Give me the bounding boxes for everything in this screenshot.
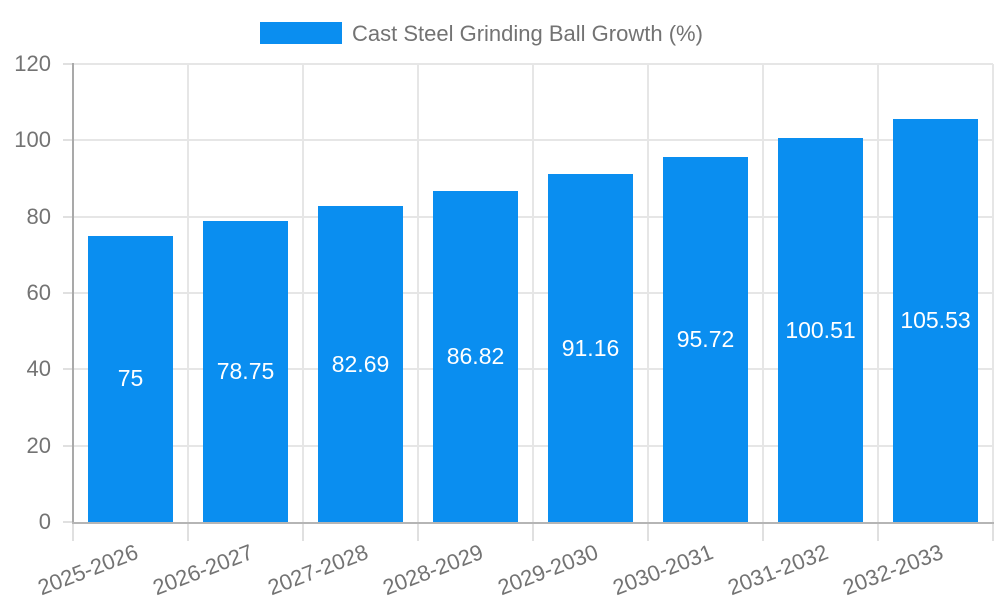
y-axis-tick bbox=[63, 521, 73, 523]
y-axis-tick bbox=[63, 139, 73, 142]
y-axis-tick-label: 20 bbox=[26, 432, 51, 458]
x-axis-tick bbox=[877, 524, 879, 541]
bar-value-label: 105.53 bbox=[900, 307, 971, 334]
v-gridline bbox=[992, 64, 994, 522]
y-axis-tick-label: 60 bbox=[26, 280, 51, 305]
v-gridline bbox=[647, 64, 649, 522]
bar-value-label: 75 bbox=[117, 365, 144, 392]
bar[interactable]: 78.75 bbox=[203, 221, 288, 522]
x-axis-line bbox=[72, 522, 994, 524]
bar[interactable]: 105.53 bbox=[893, 119, 978, 522]
x-axis-category-label: 2028-2029 bbox=[379, 539, 487, 600]
v-gridline bbox=[302, 64, 304, 522]
v-gridline bbox=[762, 64, 764, 522]
x-axis-category-label: 2027-2028 bbox=[264, 539, 372, 600]
bar-value-label: 78.75 bbox=[216, 358, 275, 385]
v-gridline bbox=[532, 64, 534, 522]
y-axis-tick-label: 40 bbox=[26, 356, 51, 382]
v-gridline bbox=[417, 64, 419, 522]
x-axis-tick bbox=[762, 524, 764, 541]
bar[interactable]: 86.82 bbox=[433, 190, 518, 522]
bar[interactable]: 100.51 bbox=[778, 138, 863, 522]
x-axis-category-label: 2031-2032 bbox=[724, 539, 832, 600]
bar[interactable]: 82.69 bbox=[318, 206, 403, 522]
y-axis-tick bbox=[63, 368, 73, 371]
bar-value-label: 91.16 bbox=[561, 334, 620, 361]
bar-value-label: 95.72 bbox=[676, 325, 735, 352]
bar[interactable]: 95.72 bbox=[663, 156, 748, 522]
x-axis-tick bbox=[532, 524, 534, 541]
legend: Cast Steel Grinding Ball Growth (%) bbox=[0, 0, 1000, 56]
y-axis-tick bbox=[63, 63, 73, 65]
x-axis-tick bbox=[992, 524, 994, 541]
x-axis-tick bbox=[72, 524, 74, 541]
y-axis-line bbox=[72, 63, 74, 524]
bar[interactable]: 75 bbox=[88, 235, 173, 522]
legend-series-label[interactable]: Cast Steel Grinding Ball Growth (%) bbox=[352, 21, 703, 46]
bar-value-label: 100.51 bbox=[785, 316, 856, 343]
bar[interactable]: 91.16 bbox=[548, 174, 633, 522]
bar-value-label: 82.69 bbox=[331, 350, 390, 377]
x-axis-category-label: 2032-2033 bbox=[839, 539, 947, 600]
y-axis-tick bbox=[63, 292, 73, 294]
y-axis-tick-label: 0 bbox=[38, 509, 51, 534]
x-axis-tick bbox=[302, 524, 304, 541]
y-axis-tick-label: 100 bbox=[14, 127, 51, 153]
v-gridline bbox=[877, 64, 879, 522]
x-axis-category-label: 2026-2027 bbox=[149, 539, 257, 600]
x-axis-tick bbox=[417, 524, 419, 541]
x-axis-category-label: 2029-2030 bbox=[494, 539, 602, 600]
v-gridline bbox=[187, 64, 189, 522]
y-axis-tick bbox=[63, 215, 73, 218]
y-axis-tick bbox=[63, 444, 73, 447]
bar-value-label: 86.82 bbox=[446, 342, 505, 369]
x-axis-category-label: 2030-2031 bbox=[609, 539, 717, 600]
x-axis-category-label: 2025-2026 bbox=[34, 539, 142, 600]
x-axis-tick bbox=[647, 524, 649, 541]
y-axis-tick-label: 120 bbox=[14, 51, 51, 76]
legend-swatch[interactable] bbox=[260, 22, 342, 44]
x-axis-tick bbox=[187, 524, 189, 541]
y-axis-tick-label: 80 bbox=[26, 203, 51, 229]
